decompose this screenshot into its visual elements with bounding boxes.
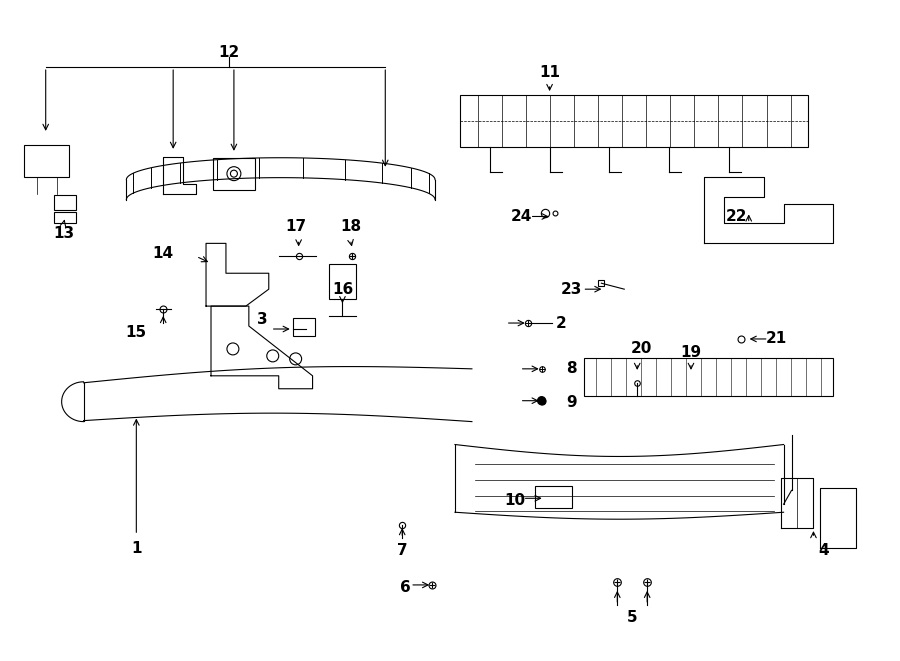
Text: 3: 3 — [257, 311, 268, 327]
Text: 13: 13 — [53, 226, 74, 241]
Circle shape — [537, 397, 545, 405]
Text: 2: 2 — [556, 315, 567, 330]
Text: 15: 15 — [126, 325, 147, 340]
Text: 23: 23 — [561, 282, 582, 297]
Text: 20: 20 — [631, 342, 652, 356]
Text: 8: 8 — [566, 362, 577, 376]
Text: 11: 11 — [539, 65, 560, 79]
Text: 12: 12 — [219, 45, 239, 59]
Text: 9: 9 — [566, 395, 577, 410]
Text: 22: 22 — [726, 209, 748, 224]
Text: 24: 24 — [511, 209, 533, 224]
Text: 17: 17 — [285, 219, 306, 234]
Text: 10: 10 — [504, 493, 526, 508]
Text: 1: 1 — [131, 541, 141, 556]
Text: 18: 18 — [340, 219, 361, 234]
Text: 7: 7 — [397, 543, 408, 558]
Text: 14: 14 — [153, 246, 174, 261]
Text: 4: 4 — [818, 543, 829, 558]
Text: 5: 5 — [627, 610, 637, 625]
Text: 16: 16 — [332, 282, 353, 297]
Text: 19: 19 — [680, 346, 701, 360]
Text: 21: 21 — [766, 331, 788, 346]
Text: 6: 6 — [400, 580, 410, 596]
